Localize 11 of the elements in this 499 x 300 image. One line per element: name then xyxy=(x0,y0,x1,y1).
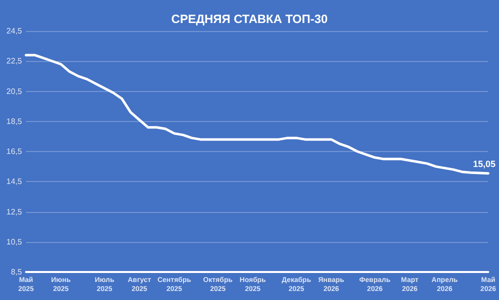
y-tick-label: 14,5 xyxy=(6,177,23,186)
y-tick-label: 22,5 xyxy=(6,56,23,66)
chart-title: СРЕДНЯЯ СТАВКА ТОП-30 xyxy=(171,12,328,26)
y-tick-label: 12,5 xyxy=(6,207,23,216)
y-tick-label: 8,5 xyxy=(10,268,23,276)
y-tick-label: 10,5 xyxy=(6,237,23,246)
data-label: 15,05 xyxy=(472,158,496,169)
y-tick-label: 24,5 xyxy=(6,26,23,36)
y-tick-label: 20,5 xyxy=(6,86,23,96)
y-tick-label: 16,5 xyxy=(6,147,23,156)
y-tick-label: 18,5 xyxy=(6,116,23,126)
